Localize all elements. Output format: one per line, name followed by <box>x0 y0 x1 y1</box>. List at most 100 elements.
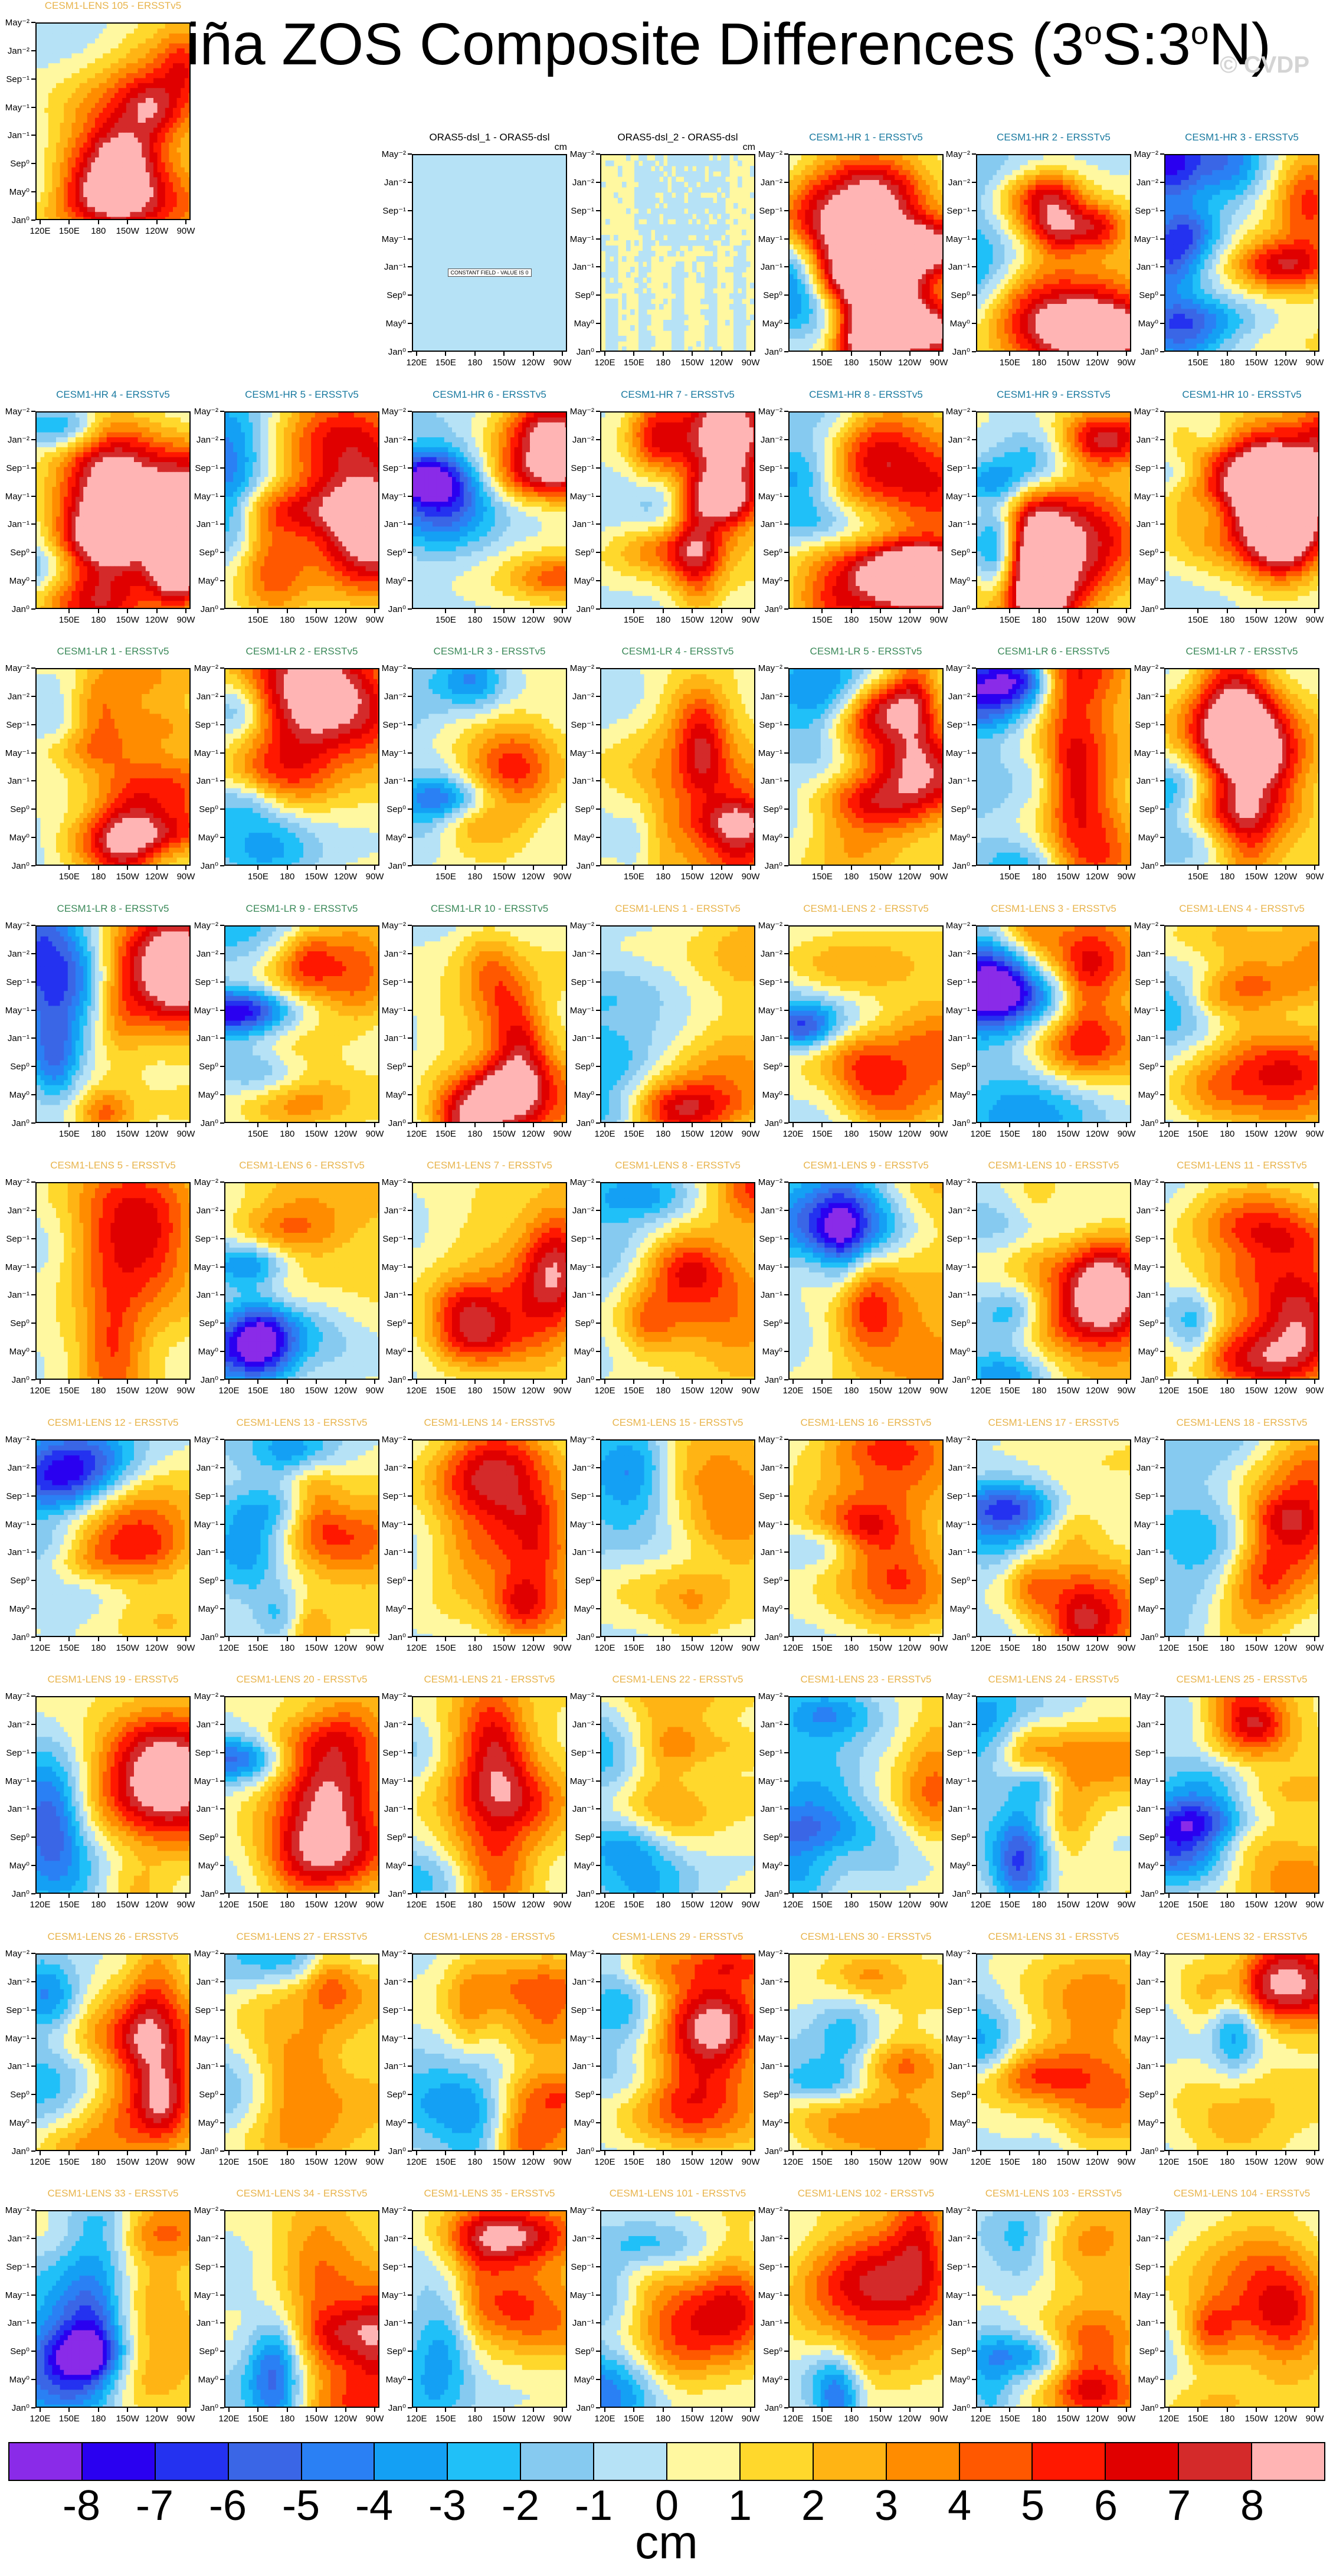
heatmap-cell <box>1247 215 1252 220</box>
heatmap-cell <box>1040 250 1044 255</box>
heatmap-cell <box>906 329 910 334</box>
heatmap-cell <box>1189 210 1193 215</box>
heatmap-cell <box>1079 324 1083 329</box>
heatmap-cell <box>1109 259 1113 264</box>
heatmap-cell <box>1070 329 1075 334</box>
heatmap-cell <box>1001 299 1005 305</box>
heatmap-cell <box>1020 244 1024 250</box>
heatmap-cell <box>1170 190 1174 195</box>
heatmap-cell <box>1031 155 1036 161</box>
heatmap-cell <box>833 319 837 324</box>
heatmap-cell <box>1189 175 1193 181</box>
heatmap-cell <box>1075 210 1079 215</box>
y-tick-label: Jan⁻¹ <box>948 261 970 272</box>
panel-plot-area: CONSTANT FIELD - VALUE IS 0 <box>412 154 567 352</box>
heatmap-cell <box>1275 215 1279 220</box>
heatmap-cell <box>1067 225 1071 230</box>
heatmap-cell <box>1075 304 1079 309</box>
y-tick <box>784 238 788 240</box>
heatmap-cell <box>1243 240 1247 245</box>
heatmap-cell <box>1239 225 1243 230</box>
heatmap-cell <box>910 195 915 200</box>
heatmap-cell <box>922 279 926 284</box>
heatmap-cell <box>817 314 821 319</box>
heatmap-cell <box>1263 215 1267 220</box>
heatmap-cell <box>1012 324 1016 329</box>
heatmap-cell <box>918 220 922 225</box>
heatmap-cell <box>1051 230 1055 235</box>
heatmap-cell <box>840 289 844 294</box>
heatmap-cell <box>989 190 993 195</box>
heatmap-cell <box>1197 190 1201 195</box>
heatmap-cell <box>1239 195 1243 200</box>
heatmap-cell <box>985 339 989 344</box>
heatmap-cell <box>605 346 610 352</box>
heatmap-cell <box>696 341 701 347</box>
heatmap-cell <box>1004 210 1008 215</box>
heatmap-cell <box>610 288 614 294</box>
heatmap-cell <box>910 220 915 225</box>
heatmap-cell <box>899 250 903 255</box>
heatmap-cell <box>1204 269 1208 274</box>
heatmap-cell <box>918 210 922 215</box>
heatmap-cell <box>1208 160 1213 165</box>
heatmap-cell <box>844 195 848 200</box>
heatmap-cell <box>989 279 993 284</box>
heatmap-cell <box>872 309 876 314</box>
heatmap-cell <box>1106 329 1110 334</box>
heatmap-cell <box>1282 264 1286 270</box>
heatmap-cell <box>879 314 883 319</box>
heatmap-cell <box>934 254 938 260</box>
heatmap-cell <box>692 230 697 235</box>
heatmap-cell <box>1173 259 1177 264</box>
heatmap-cell <box>1212 200 1216 205</box>
heatmap-cell <box>1020 333 1024 339</box>
heatmap-cell <box>610 315 614 320</box>
heatmap-cell <box>926 220 930 225</box>
heatmap-cell <box>1028 155 1032 161</box>
heatmap-cell <box>1259 195 1263 200</box>
heatmap-cell <box>879 269 883 274</box>
heatmap-cell <box>938 170 942 175</box>
heatmap-cell <box>1193 215 1197 220</box>
heatmap-cell <box>688 176 693 182</box>
heatmap-cell <box>875 319 879 324</box>
heatmap-cell <box>1040 225 1044 230</box>
heatmap-cell <box>1063 324 1067 329</box>
heatmap-cell <box>910 155 915 161</box>
heatmap-cell <box>997 215 1001 220</box>
heatmap-cell <box>860 250 864 255</box>
heatmap-cell <box>705 330 709 336</box>
heatmap-cell <box>1275 244 1279 250</box>
heatmap-cell <box>848 304 852 309</box>
heatmap-cell <box>1109 284 1113 289</box>
heatmap-cell <box>1185 274 1189 280</box>
heatmap-cell <box>1012 333 1016 339</box>
heatmap-panel: CESM1-HR 3 - ERSSTv5 Jan⁰ May⁰ Sep⁰ Jan⁻¹ May… <box>1136 132 1333 377</box>
heatmap-cell <box>1106 333 1110 339</box>
heatmap-cell <box>875 309 879 314</box>
heatmap-cell <box>638 330 643 336</box>
heatmap-cell <box>1051 234 1055 240</box>
heatmap-cell <box>1282 180 1286 185</box>
heatmap-cell <box>1102 349 1106 352</box>
heatmap-cell <box>638 155 643 161</box>
heatmap-cell <box>1290 160 1294 165</box>
heatmap-cell <box>1098 230 1102 235</box>
heatmap-cell <box>738 161 742 166</box>
heatmap-cell <box>1125 343 1129 349</box>
heatmap-cell <box>1181 225 1185 230</box>
heatmap-cell <box>926 314 930 319</box>
heatmap-cell <box>856 269 860 274</box>
heatmap-cell <box>1125 319 1129 324</box>
heatmap-cell <box>1173 234 1177 240</box>
heatmap-cell <box>696 176 701 182</box>
heatmap-cell <box>1113 329 1118 334</box>
heatmap-cell <box>1189 215 1193 220</box>
heatmap-cell <box>1051 333 1055 339</box>
y-tick-label: Sep⁰ <box>575 290 594 300</box>
heatmap-cell <box>651 203 656 209</box>
heatmap-cell <box>910 269 915 274</box>
heatmap-cell <box>1036 210 1040 215</box>
heatmap-cell <box>1067 294 1071 299</box>
